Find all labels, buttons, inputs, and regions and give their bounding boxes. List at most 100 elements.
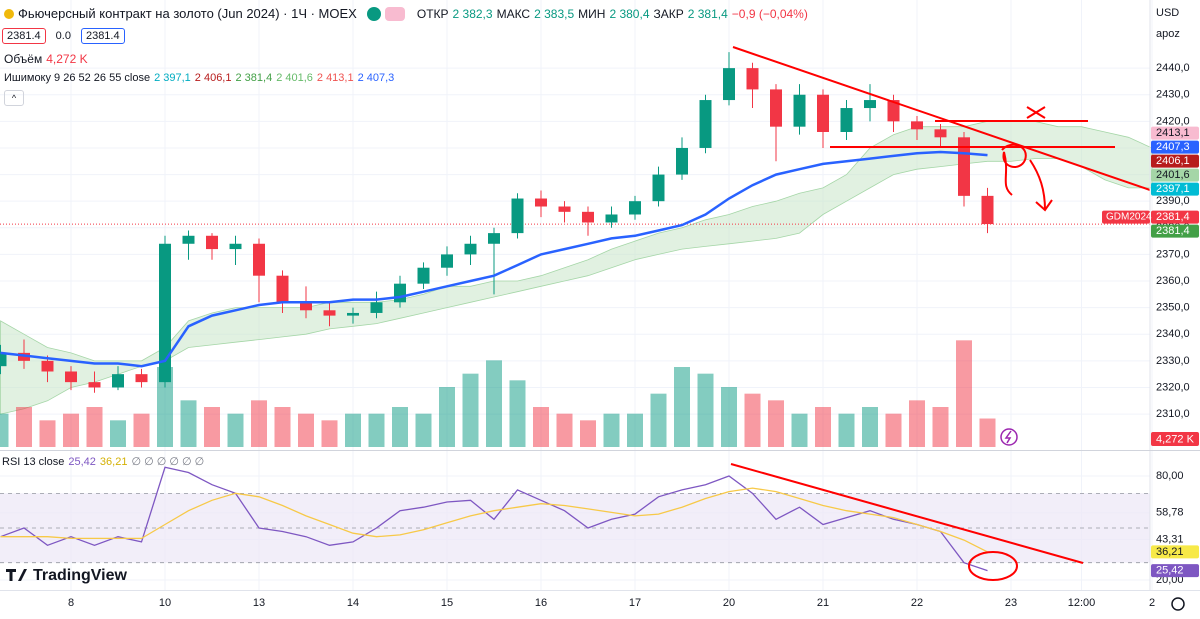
settings-icon[interactable]	[1171, 597, 1185, 611]
volume-bar	[180, 400, 197, 447]
collapse-icon[interactable]: ^	[4, 90, 24, 106]
logo-mark	[6, 569, 27, 581]
x-tick-label: 12:00	[1068, 597, 1096, 609]
ichimoku-legend: Ишимоку 9 26 52 26 55 close 2 397,1 2 40…	[4, 72, 394, 84]
y-tick-label: 58,78	[1156, 507, 1184, 519]
volume-bar	[110, 420, 126, 447]
candle-body	[88, 382, 101, 388]
scale-mode[interactable]: apoz	[1156, 28, 1180, 40]
volume-bar	[368, 413, 385, 447]
x-tick-label: 21	[817, 597, 829, 609]
ichimoku-value: 2 397,1	[154, 72, 191, 84]
icon-circle	[1000, 428, 1018, 446]
volume-value: 4,272 K	[46, 52, 88, 66]
ohlc-label: ОТКР	[416, 6, 449, 21]
y-tick-label: 2310,0	[1156, 408, 1190, 420]
volume-bar	[298, 413, 314, 447]
volume-bar	[533, 407, 549, 447]
x-tick-label: 15	[441, 597, 453, 609]
volume-bar	[486, 360, 502, 447]
ohlc-value: 2 380,4	[609, 6, 650, 21]
symbol-title[interactable]: Фьючерсный контракт на золото (Jun 2024)…	[18, 6, 357, 21]
candle-body	[934, 129, 947, 138]
candle-body	[629, 201, 641, 215]
volume-bar	[0, 413, 9, 447]
price-badge	[1151, 564, 1199, 578]
change-value: −0,9 (−0,04%)	[731, 6, 808, 21]
candle-body	[864, 100, 876, 109]
ichimoku-cloud	[0, 120, 1153, 415]
quote-row: 2381.4 0.0 2381.4	[2, 28, 125, 44]
candle-body	[793, 94, 806, 127]
lightning-icon	[1000, 428, 1018, 446]
volume-bar	[979, 418, 996, 447]
price-badge-label: 2413,1	[1156, 127, 1190, 139]
scale-mode-label[interactable]: apoz	[1156, 28, 1180, 40]
x-tick-label: 13	[253, 597, 265, 609]
volume-bar	[133, 413, 150, 447]
hand-arrow	[1029, 159, 1053, 212]
collapse-button[interactable]: ^	[4, 90, 24, 106]
volume-bar	[16, 407, 32, 447]
candle-body	[253, 243, 265, 276]
hand-circle	[1001, 143, 1027, 196]
ichimoku-value: 2 401,6	[276, 72, 313, 84]
ichimoku-value: 2 413,1	[316, 72, 354, 84]
currency[interactable]: USD	[1156, 7, 1179, 19]
volume-badge-label: 4,272 K	[1156, 433, 1195, 445]
y-tick-label: 2390,0	[1156, 195, 1190, 207]
candle-body	[981, 195, 994, 225]
ichimoku-name: Ишимоку 9 26 52 26 55 close	[4, 72, 151, 84]
ohlc-label: МИН	[578, 6, 606, 21]
x-tick-label: 23	[1005, 597, 1017, 609]
rsi-line	[0, 487, 988, 553]
candle-body	[417, 267, 430, 284]
price-badge-label: 2397,1	[1156, 183, 1190, 195]
candle-body	[159, 243, 171, 383]
title-row: Фьючерсный контракт на золото (Jun 2024)…	[4, 6, 808, 21]
y-tick-label: 2340,0	[1156, 328, 1190, 340]
x-tick-label: 14	[347, 597, 359, 609]
buy-price[interactable]: 2381.4	[80, 28, 125, 44]
volume-badge	[1151, 432, 1199, 446]
y-tick-label: 43,31	[1156, 534, 1184, 546]
status-badge	[384, 6, 405, 21]
ohlc-value: 2 383,5	[534, 6, 575, 21]
price-badge	[1151, 182, 1199, 196]
spread: 0.0	[55, 30, 71, 42]
sell-price[interactable]: 2381.4	[2, 28, 46, 44]
ohlc-value: 2 382,3	[452, 6, 493, 21]
currency-label[interactable]: USD	[1156, 7, 1180, 19]
volume-name: Объём	[4, 52, 43, 66]
candle-body	[770, 89, 782, 127]
volume-bar	[674, 367, 690, 447]
gear[interactable]	[1171, 597, 1185, 611]
volume-bar	[204, 407, 220, 447]
volume-bar	[838, 413, 855, 447]
volume-bar	[321, 420, 338, 447]
candle-body	[394, 283, 406, 303]
price-badge-label: 2406,1	[1156, 155, 1190, 167]
candle-body	[817, 94, 829, 132]
x-tick-label: 22	[911, 597, 923, 609]
rsi-legend: RSI 13 close 25,42 36,21 ∅ ∅ ∅ ∅ ∅ ∅	[2, 455, 204, 469]
candle-body	[887, 100, 900, 122]
ichimoku-value: 2 407,3	[357, 72, 395, 84]
volume-bar	[791, 413, 808, 447]
volume-bar	[603, 413, 620, 447]
y-tick-label: 2320,0	[1156, 381, 1190, 393]
candle-body	[276, 275, 289, 303]
candle-body	[300, 302, 312, 311]
ohlc-label: МАКС	[496, 6, 531, 21]
icon-bolt	[1004, 430, 1012, 444]
volume-bar	[956, 340, 972, 447]
candle-body	[441, 254, 453, 268]
volume-bar	[345, 413, 361, 447]
trend-line	[732, 46, 1151, 191]
price-badge	[1151, 126, 1199, 140]
y-tick-label: 2420,0	[1156, 115, 1190, 127]
candle-body	[652, 174, 665, 202]
